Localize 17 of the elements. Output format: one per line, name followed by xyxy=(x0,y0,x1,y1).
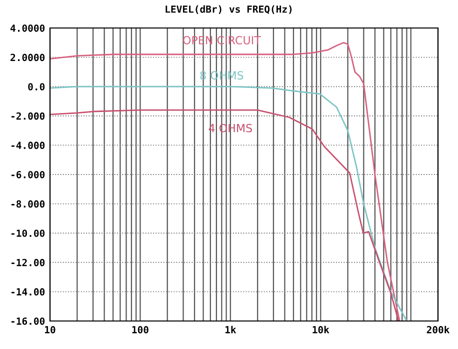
y-tick-label: -10.00 xyxy=(11,230,45,237)
x-tick-label: 1k xyxy=(225,326,236,334)
y-tick-label: -8.000 xyxy=(11,200,45,208)
x-tick-label: 200k xyxy=(426,326,450,334)
y-tick-label: -12.00 xyxy=(11,258,45,266)
y-tick-label: 0.0 xyxy=(28,83,45,90)
y-tick-label: -14.00 xyxy=(11,288,45,296)
y-tick-label: -2.000 xyxy=(11,112,45,120)
y-tick-label: 4.0000 xyxy=(10,24,45,32)
x-tick-label: 10 xyxy=(45,326,56,334)
y-tick-label: -16.00 xyxy=(11,317,45,325)
x-tick-label: 100 xyxy=(132,326,148,334)
chart-title: LEVEL(dBr) vs FREQ(Hz) xyxy=(166,5,292,14)
y-tick-label: -6.000 xyxy=(11,170,45,178)
y-tick-label: 2.0000 xyxy=(10,54,45,62)
x-tick-label: 10k xyxy=(312,326,330,334)
y-tick-label: -4.000 xyxy=(11,142,45,150)
